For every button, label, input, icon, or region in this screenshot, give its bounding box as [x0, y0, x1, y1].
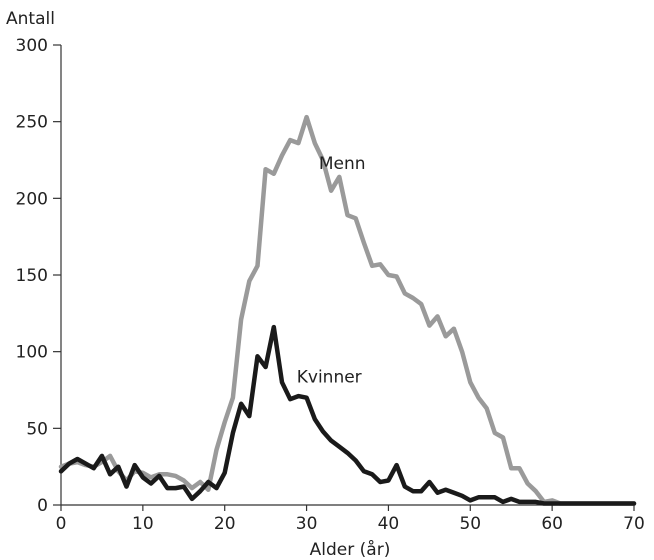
y-tick-label: 100 [16, 343, 48, 363]
x-tick-label: 20 [214, 514, 236, 534]
x-tick-label: 0 [56, 514, 67, 534]
x-tick-label: 70 [623, 514, 645, 534]
x-ticks: 0 10 20 30 40 50 60 70 [56, 505, 645, 534]
series-line-kvinner [58, 324, 637, 506]
series-group: Menn Kvinner [58, 114, 637, 506]
y-tick-label: 250 [16, 113, 48, 133]
y-tick-label: 0 [37, 496, 48, 516]
y-tick-label: 50 [26, 419, 48, 439]
y-tick-label: 300 [16, 36, 48, 56]
y-axis-label: Antall [6, 9, 55, 29]
y-ticks: 0 50 100 150 200 250 300 [16, 36, 61, 516]
y-tick-label: 150 [16, 266, 48, 286]
x-tick-label: 60 [541, 514, 563, 534]
x-tick-label: 40 [378, 514, 400, 534]
series-line-menn [58, 114, 637, 506]
x-axis-label: Alder (år) [310, 539, 391, 560]
y-tick-label: 200 [16, 189, 48, 209]
x-tick-label: 50 [459, 514, 481, 534]
x-tick-label: 10 [132, 514, 154, 534]
x-tick-label: 30 [296, 514, 318, 534]
series-label-menn: Menn [319, 154, 366, 174]
series-label-kvinner: Kvinner [297, 367, 362, 387]
